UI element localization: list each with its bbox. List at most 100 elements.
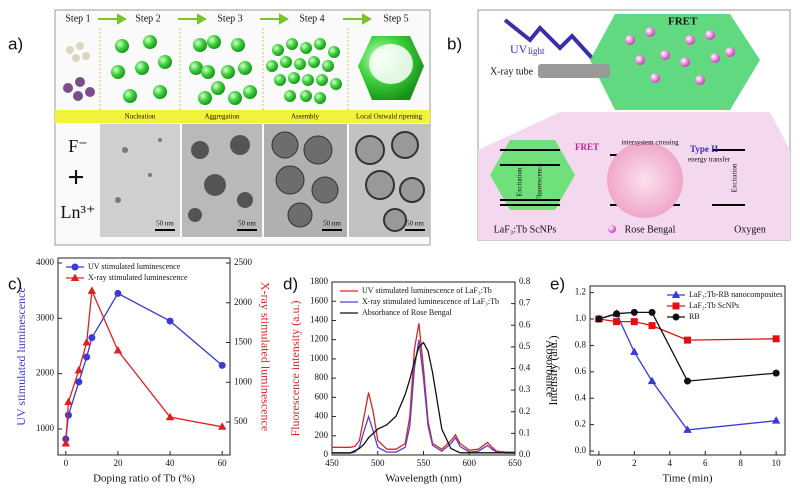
- marker: [165, 412, 175, 421]
- caption-dot: [608, 225, 616, 233]
- x-tick-label: 20: [113, 458, 123, 468]
- marker: [166, 317, 174, 325]
- marker: [114, 289, 122, 297]
- marker: [648, 322, 656, 330]
- excitation-label: Excitation: [731, 163, 739, 192]
- y2-axis-label: X-ray stimulated luminescence: [258, 282, 272, 431]
- marker: [771, 416, 781, 424]
- y-tick-label: 2000: [36, 368, 55, 378]
- plot-frame: [589, 285, 786, 456]
- x-axis-label: Time (min): [662, 473, 712, 485]
- marker: [672, 302, 680, 310]
- y-tick-label: 1000: [36, 423, 55, 433]
- stage-label: Nucleation: [125, 113, 156, 121]
- marker: [74, 365, 84, 374]
- y-tick-label: 600: [315, 391, 329, 401]
- y-tick-label: 0.4: [575, 392, 587, 402]
- plot-frame: [57, 257, 231, 456]
- y-tick-label: 1200: [310, 334, 329, 344]
- x-tick-label: 0: [597, 458, 602, 468]
- scale-bar-label: 50 nm: [406, 220, 424, 228]
- y-tick-label: 1000: [310, 353, 329, 363]
- y-tick-label: 800: [315, 372, 329, 382]
- panel-label: b): [447, 34, 462, 53]
- y-axis-label: Intensity (a.u.): [546, 335, 560, 405]
- marker: [64, 411, 72, 419]
- marker: [71, 263, 79, 271]
- panel-label: d): [283, 274, 298, 293]
- y2-tick-label: 0.6: [519, 319, 531, 329]
- marker: [672, 313, 680, 321]
- legend-label: LaF₃:Tb ScNPs: [689, 301, 739, 310]
- y2-tick-label: 0.1: [519, 427, 530, 437]
- marker: [630, 347, 639, 356]
- y-tick-label: 1400: [310, 315, 329, 325]
- marker: [61, 438, 71, 447]
- y2-tick-label: 1000: [234, 376, 253, 386]
- x-tick-label: 650: [508, 458, 522, 468]
- y-axis-label: Fluorescence intensity (a.u.): [288, 301, 302, 437]
- x-tick-label: 40: [166, 458, 176, 468]
- marker: [684, 377, 691, 385]
- marker: [83, 353, 91, 361]
- x-tick-label: 6: [703, 458, 708, 468]
- y2-tick-label: 0.0: [519, 449, 531, 459]
- panel-label: c): [8, 274, 22, 293]
- y2-tick-label: 500: [234, 416, 248, 426]
- y2-tick-label: 0.3: [519, 384, 531, 394]
- ion-label: F⁻: [68, 136, 88, 156]
- x-tick-label: 500: [371, 458, 385, 468]
- x-tick-label: 8: [738, 458, 743, 468]
- caption: Rose Bengal: [625, 224, 676, 235]
- y-tick-label: 400: [315, 411, 329, 421]
- energy-levels: [500, 149, 745, 206]
- fret-label: FRET: [668, 16, 698, 28]
- caption: Oxygen: [734, 224, 766, 235]
- xray-tube: [538, 64, 610, 78]
- scale-bar-label: 50 nm: [156, 220, 174, 228]
- y2-tick-label: 0.8: [519, 276, 531, 286]
- marker: [630, 318, 638, 326]
- panel-label: e): [550, 274, 565, 293]
- stage-label: Local Ostwald ripening: [356, 113, 423, 121]
- uv-label: UV: [510, 42, 528, 56]
- y-tick-label: 1.0: [575, 313, 587, 323]
- step-label: Step 2: [135, 13, 160, 24]
- x-tick-label: 0: [64, 458, 69, 468]
- marker: [683, 425, 692, 433]
- y2-tick-label: 2000: [234, 297, 253, 307]
- particles: [625, 27, 735, 85]
- x-tick-label: 600: [463, 458, 477, 468]
- y-axis-label: UV stimulated luminescence: [14, 287, 28, 425]
- y2-tick-label: 0.7: [519, 298, 531, 308]
- marker: [613, 310, 621, 318]
- energy-label: energy transfer: [688, 156, 731, 164]
- series-line: [598, 311, 777, 382]
- marker: [648, 308, 656, 316]
- series-line: [332, 341, 515, 454]
- y-tick-label: 1.2: [575, 287, 586, 297]
- x-tick-label: 10: [772, 458, 782, 468]
- series-line: [598, 312, 777, 431]
- series-line: [65, 288, 223, 444]
- step-label: Step 4: [299, 13, 324, 24]
- type-label: Type II: [690, 144, 719, 154]
- marker: [87, 286, 97, 294]
- legend-label: X-ray stimulated luminescence: [88, 273, 188, 282]
- stage-band: [55, 110, 430, 123]
- legend-label: UV stimulated luminescence: [88, 262, 181, 271]
- marker: [772, 335, 780, 343]
- isc-label: intersystem crossing: [621, 139, 679, 147]
- hexagon-small: [490, 140, 575, 210]
- ion-label: Ln³⁺: [61, 202, 96, 222]
- marker: [113, 345, 123, 354]
- hollow-core: [369, 44, 413, 84]
- caption: LaF₃:Tb ScNPs: [494, 224, 557, 235]
- y-tick-label: 0.8: [575, 339, 587, 349]
- y-tick-label: 0: [324, 449, 329, 459]
- y-tick-label: 0.6: [575, 366, 587, 376]
- x-tick-label: 60: [218, 458, 228, 468]
- legend-label: RB: [689, 312, 700, 321]
- legend-label: UV stimulated luminescence of LaF₃:Tb: [362, 286, 492, 295]
